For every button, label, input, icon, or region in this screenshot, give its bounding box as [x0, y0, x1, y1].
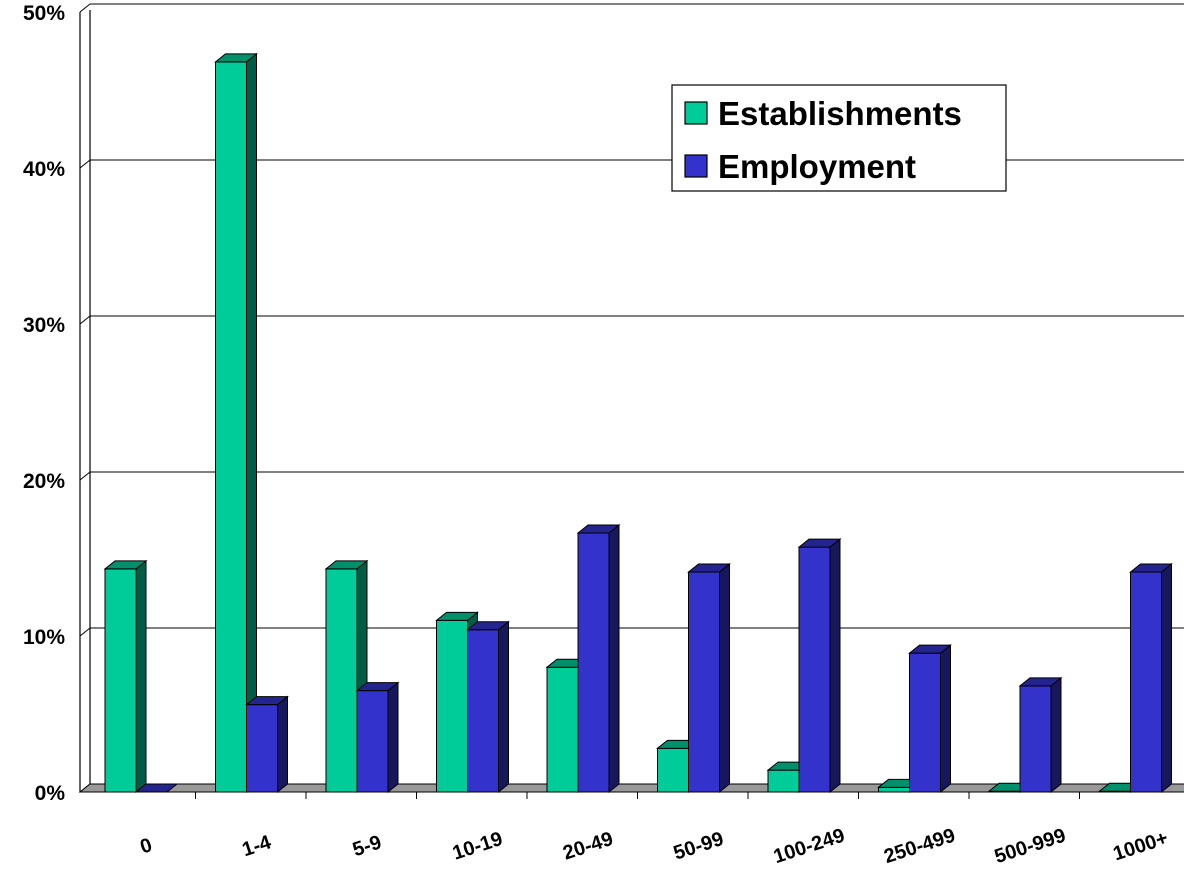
bar-side: [829, 538, 841, 794]
bar-front: [546, 666, 579, 793]
bar-side: [277, 695, 288, 794]
bar-top: [103, 560, 148, 570]
y-tick-mark: [79, 315, 91, 325]
bar-employment-1-4: [245, 695, 289, 794]
legend: Establishments Employment: [671, 84, 1007, 192]
y-tick-label: 10%: [23, 626, 65, 649]
bar-front: [878, 786, 910, 793]
x-tick-label: 250-499: [881, 824, 958, 868]
bar-front: [215, 61, 247, 793]
bar-establishments-0: [103, 559, 148, 794]
bar-front: [657, 747, 689, 793]
bar-side: [246, 52, 257, 794]
bar-top: [1129, 563, 1173, 573]
y-tick-mark: [79, 471, 91, 481]
bar-top: [687, 563, 731, 573]
legend-box: [671, 84, 1007, 192]
y-tick-label: 20%: [23, 470, 65, 493]
x-tick-label: 1-4: [240, 831, 275, 861]
bar-front: [356, 690, 389, 793]
bar-top: [797, 538, 842, 548]
bar-top: [1018, 677, 1063, 687]
y-tick-label: 40%: [23, 158, 65, 181]
bar-side: [498, 620, 509, 794]
x-tick-label: 100-249: [771, 824, 848, 868]
bar-top: [576, 524, 621, 534]
x-tick-label: 0: [137, 834, 154, 858]
bar-front: [577, 532, 610, 793]
bar-side: [719, 562, 730, 794]
bar-front: [1019, 685, 1052, 793]
bar-front: [1130, 571, 1162, 793]
bar-front: [436, 619, 468, 793]
y-tick-label: 30%: [23, 314, 65, 337]
bars: [103, 52, 1173, 794]
bar-side: [1161, 562, 1172, 794]
bar-side: [1050, 676, 1062, 794]
bar-front: [246, 704, 278, 793]
x-axis: 0 1-4 5-9 10-19 20-49 50-99 100-249 250-499 500-…: [137, 792, 1171, 868]
bar-front: [325, 568, 358, 793]
y-tick-mark: [79, 3, 91, 13]
bar-top: [134, 783, 179, 793]
bar-front: [909, 652, 941, 793]
bar-establishments-1-4: [214, 52, 258, 794]
bar-employment-1000+: [1129, 562, 1173, 794]
y-tick-label: 0%: [35, 782, 66, 805]
bar-top: [466, 621, 510, 631]
y-tick-mark: [79, 627, 91, 637]
x-tick-label: 10-19: [450, 828, 505, 865]
bar-employment-50-99: [687, 562, 731, 794]
legend-label-employment: Employment: [718, 148, 916, 185]
bar-front: [467, 629, 499, 793]
bar-top: [355, 682, 400, 692]
y-tick-label: 50%: [23, 2, 65, 25]
x-tick-label: 20-49: [560, 828, 615, 865]
bar-side: [387, 681, 399, 794]
x-tick-label: 5-9: [350, 831, 384, 861]
bar-employment-10-19: [466, 620, 510, 794]
bar-employment-5-9: [355, 681, 400, 794]
x-tick-label: 1000+: [1111, 827, 1171, 865]
x-tick-label: 500-999: [992, 824, 1069, 868]
legend-label-establishments: Establishments: [718, 95, 962, 132]
bar-top: [245, 696, 289, 706]
bar-top: [435, 611, 479, 621]
legend-swatch-employment: [684, 154, 708, 178]
bar-top: [324, 560, 369, 570]
bar-front: [688, 571, 720, 793]
x-tick-label: 50-99: [671, 828, 726, 865]
bar-top: [908, 644, 952, 654]
y-axis: 0% 10% 20% 30% 40% 50%: [23, 2, 91, 805]
bar-front: [798, 546, 831, 793]
bar-side: [940, 644, 951, 794]
bar-side: [135, 559, 147, 794]
bar-top: [214, 53, 258, 63]
legend-swatch-establishments: [684, 101, 708, 125]
bar-side: [608, 523, 620, 794]
bar-employment-500-999: [1018, 676, 1063, 794]
bar-employment-0: [134, 783, 179, 793]
bar-employment-100-249: [797, 538, 842, 794]
bar-front: [104, 568, 137, 793]
bar-employment-250-499: [908, 644, 952, 794]
y-tick-mark: [79, 159, 91, 169]
bar-front: [767, 769, 800, 793]
bar-employment-20-49: [576, 523, 621, 794]
